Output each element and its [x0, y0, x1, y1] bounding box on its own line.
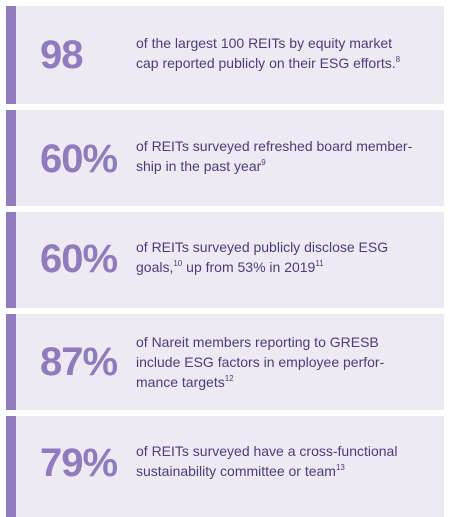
- footnote-marker: 8: [395, 55, 401, 64]
- stat-card-largest-reits: 98 of the largest 100 REITs by equity ma…: [6, 6, 444, 104]
- stat-number: 98: [40, 33, 83, 77]
- stat-text-line: of the largest 100 REITs by equity marke…: [136, 35, 393, 51]
- stat-description: of REITs surveyed refreshed board member…: [136, 136, 432, 176]
- stat-card-esg-goals: 60% of REITs surveyed publicly disclose …: [6, 212, 444, 308]
- footnote-marker: 10: [173, 259, 183, 268]
- stat-text-line: mance targets: [136, 374, 225, 390]
- stat-text-line: of Nareit members reporting to GRESB: [136, 334, 379, 350]
- stat-text-line: ship in the past year: [136, 158, 262, 174]
- stat-description: of REITs surveyed publicly disclose ESG …: [136, 237, 432, 277]
- stat-text-line: of REITs surveyed refreshed board member…: [136, 138, 413, 154]
- stat-text-line: of REITs surveyed have a cross-functiona…: [136, 443, 398, 459]
- stat-description: of the largest 100 REITs by equity marke…: [136, 33, 432, 73]
- stat-description: of REITs surveyed have a cross-functiona…: [136, 441, 432, 481]
- footnote-marker: 12: [224, 374, 234, 383]
- stat-text-line: include ESG factors in employee perfor-: [136, 354, 385, 370]
- stat-text-line: up from 53% in 2019: [182, 259, 316, 275]
- stat-number: 60%: [40, 137, 118, 181]
- stat-card-board-refresh: 60% of REITs surveyed refreshed board me…: [6, 110, 444, 206]
- stats-list: 98 of the largest 100 REITs by equity ma…: [6, 6, 444, 517]
- stat-text-line: goals,: [136, 259, 174, 275]
- stat-card-sustainability-committee: 79% of REITs surveyed have a cross-funct…: [6, 416, 444, 517]
- stat-description: of Nareit members reporting to GRESB inc…: [136, 332, 432, 392]
- stat-number: 79%: [40, 441, 118, 485]
- stat-number: 60%: [40, 237, 118, 281]
- stat-text-line: sustainability committee or team: [136, 463, 336, 479]
- stat-card-gresb: 87% of Nareit members reporting to GRESB…: [6, 314, 444, 410]
- footnote-marker: 9: [261, 158, 266, 167]
- footnote-marker: 11: [315, 259, 324, 268]
- stat-text-line: of REITs surveyed publicly disclose ESG: [136, 239, 389, 255]
- footnote-marker: 13: [335, 463, 345, 472]
- stat-number: 87%: [40, 340, 118, 384]
- stat-text-line: cap reported publicly on their ESG effor…: [136, 55, 396, 71]
